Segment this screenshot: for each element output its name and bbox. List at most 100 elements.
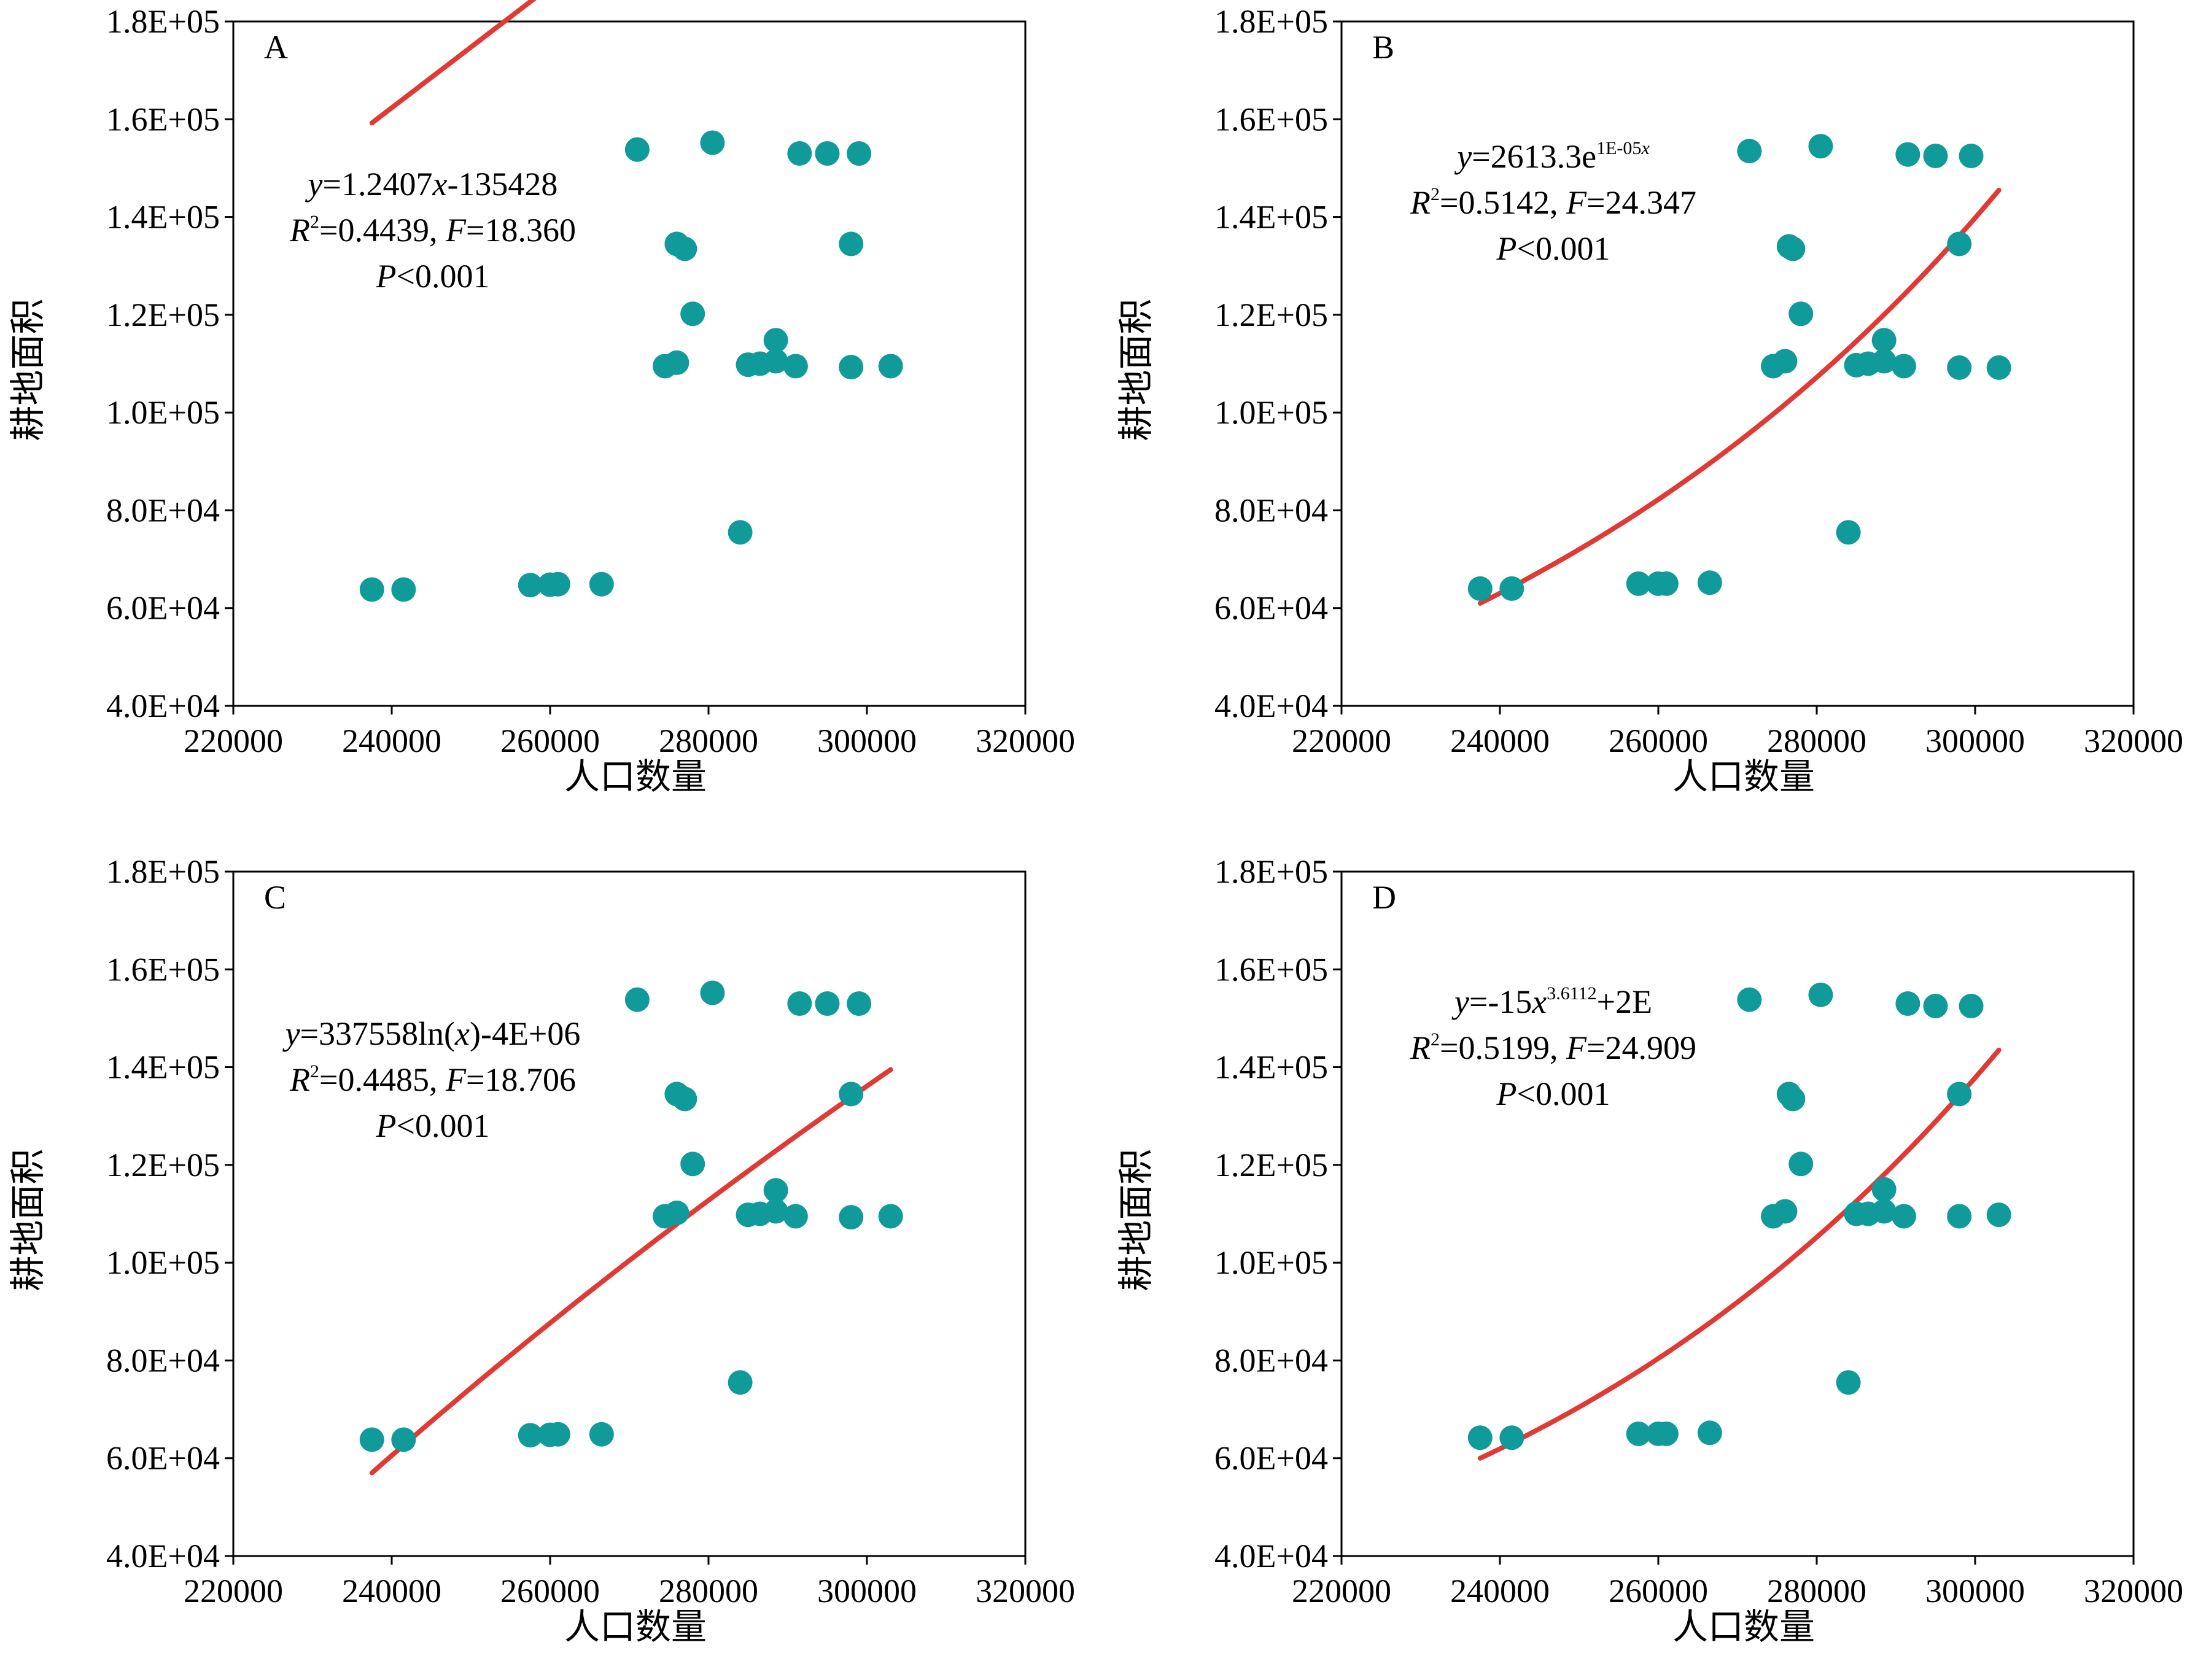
data-point: [1773, 1199, 1798, 1224]
data-point: [1781, 236, 1806, 261]
data-point: [1626, 1421, 1651, 1446]
y-tick-label: 1.4E+05: [106, 1049, 220, 1086]
data-point: [1737, 139, 1762, 164]
x-tick-label: 260000: [500, 1573, 600, 1609]
data-point: [391, 577, 416, 602]
data-point: [1959, 144, 1984, 169]
fit-line: [369, 0, 537, 126]
data-point: [672, 236, 697, 261]
equation-segment: 2: [310, 212, 319, 232]
equation-segment: F: [1566, 184, 1587, 221]
data-point: [1895, 142, 1920, 167]
data-point: [1891, 1204, 1916, 1229]
equation-segment: y: [282, 1015, 300, 1052]
data-point: [1891, 354, 1916, 379]
x-tick-label: 300000: [817, 1573, 917, 1609]
x-tick-label: 260000: [1609, 722, 1708, 759]
x-axis-title: 人口数量: [564, 1606, 707, 1647]
x-tick-label: 240000: [342, 1573, 441, 1609]
data-point: [1788, 301, 1814, 327]
y-tick-label: 1.0E+05: [106, 394, 220, 431]
fit-line: [1477, 187, 2002, 606]
equation-segment: x: [454, 1015, 470, 1052]
x-tick-label: 260000: [500, 722, 600, 759]
data-point: [545, 1422, 570, 1447]
data-point: [359, 1427, 384, 1452]
x-tick-label: 220000: [1292, 722, 1391, 759]
equation-segment: P: [376, 1107, 397, 1144]
x-tick-label: 280000: [659, 1573, 758, 1609]
equation-segment: P: [1496, 1075, 1517, 1112]
y-tick-label: 1.8E+05: [1214, 853, 1328, 890]
equation-segment: =18.360: [466, 212, 576, 249]
data-point: [1653, 571, 1679, 596]
data-point: [518, 573, 543, 598]
data-point: [763, 1178, 788, 1203]
equation-line1: y=1.2407x-135428: [305, 166, 558, 203]
data-point: [1697, 570, 1722, 595]
y-tick-label: 1.0E+05: [106, 1244, 220, 1281]
x-tick-label: 320000: [2084, 1573, 2183, 1609]
x-tick-label: 300000: [1925, 1573, 2025, 1609]
equation-segment: <0.001: [1517, 230, 1610, 267]
equation-line1: y=2613.3e1E-05x: [1454, 138, 1650, 175]
x-axis-title: 人口数量: [564, 756, 707, 797]
data-point: [1836, 520, 1861, 545]
panel-label: A: [264, 29, 288, 66]
data-point: [700, 130, 725, 155]
equation-segment: =0.5142,: [1440, 184, 1566, 221]
equation-segment: =0.5199,: [1440, 1029, 1566, 1066]
equation-segment: <0.001: [1517, 1075, 1610, 1112]
x-tick-label: 220000: [184, 1573, 283, 1609]
plot-frame: [1340, 20, 2135, 707]
data-point: [1836, 1370, 1861, 1395]
data-point: [728, 1370, 753, 1395]
equation-segment: )-4E+06: [470, 1015, 580, 1052]
data-point: [1959, 994, 1984, 1019]
y-tick-label: 1.8E+05: [1214, 3, 1328, 40]
equation-segment: y: [1454, 138, 1472, 175]
data-point: [1895, 991, 1920, 1016]
x-tick-label: 280000: [1767, 1573, 1866, 1609]
data-point: [1653, 1421, 1679, 1446]
equation-segment: =337558ln(: [300, 1015, 455, 1052]
data-point: [847, 991, 872, 1016]
panel-label: D: [1372, 879, 1396, 916]
data-point: [878, 1204, 903, 1229]
x-tick-label: 280000: [659, 722, 758, 759]
data-point: [1773, 349, 1798, 374]
panel-c: 220000 240000 260000 280000 300000 320000 4.0E…: [7, 853, 1075, 1647]
y-tick-label: 1.2E+05: [106, 296, 220, 333]
equation-segment: 3.6112: [1547, 983, 1596, 1004]
data-point: [839, 355, 864, 380]
x-tick-label: 320000: [976, 722, 1075, 759]
equation-segment: x: [1531, 983, 1547, 1020]
y-tick-label: 4.0E+04: [1214, 1538, 1328, 1574]
equation-line2: R2=0.4485, F=18.706: [289, 1061, 576, 1098]
equation-segment: =2613.3e: [1472, 138, 1596, 175]
equation-segment: R: [289, 212, 310, 249]
data-point: [783, 1204, 808, 1229]
x-tick-label: 220000: [1292, 1573, 1391, 1609]
y-tick-label: 4.0E+04: [1214, 687, 1328, 724]
panel-label: C: [264, 879, 286, 916]
data-point: [1788, 1152, 1814, 1177]
equation-segment: x: [1641, 138, 1650, 158]
equation-segment: 2: [310, 1061, 319, 1082]
equation-line3: P<0.001: [1496, 1075, 1610, 1112]
equation-segment: y: [1451, 983, 1469, 1020]
equation-segment: R: [289, 1061, 310, 1098]
x-tick-label: 300000: [1925, 722, 2025, 759]
equation-line2: R2=0.4439, F=18.360: [289, 212, 576, 249]
equation-line2: R2=0.5199, F=24.909: [1410, 1029, 1696, 1066]
y-tick-label: 1.4E+05: [1214, 199, 1328, 236]
data-point: [1871, 349, 1897, 374]
data-point: [1808, 134, 1833, 159]
y-axis-title: 耕地面积: [7, 1148, 49, 1291]
equation-line3: P<0.001: [376, 258, 490, 295]
equation-segment: <0.001: [397, 1107, 490, 1144]
y-tick-label: 1.0E+05: [1214, 1244, 1328, 1281]
data-point: [1947, 1204, 1972, 1229]
y-tick-label: 8.0E+04: [1214, 492, 1328, 528]
data-point: [763, 349, 788, 374]
